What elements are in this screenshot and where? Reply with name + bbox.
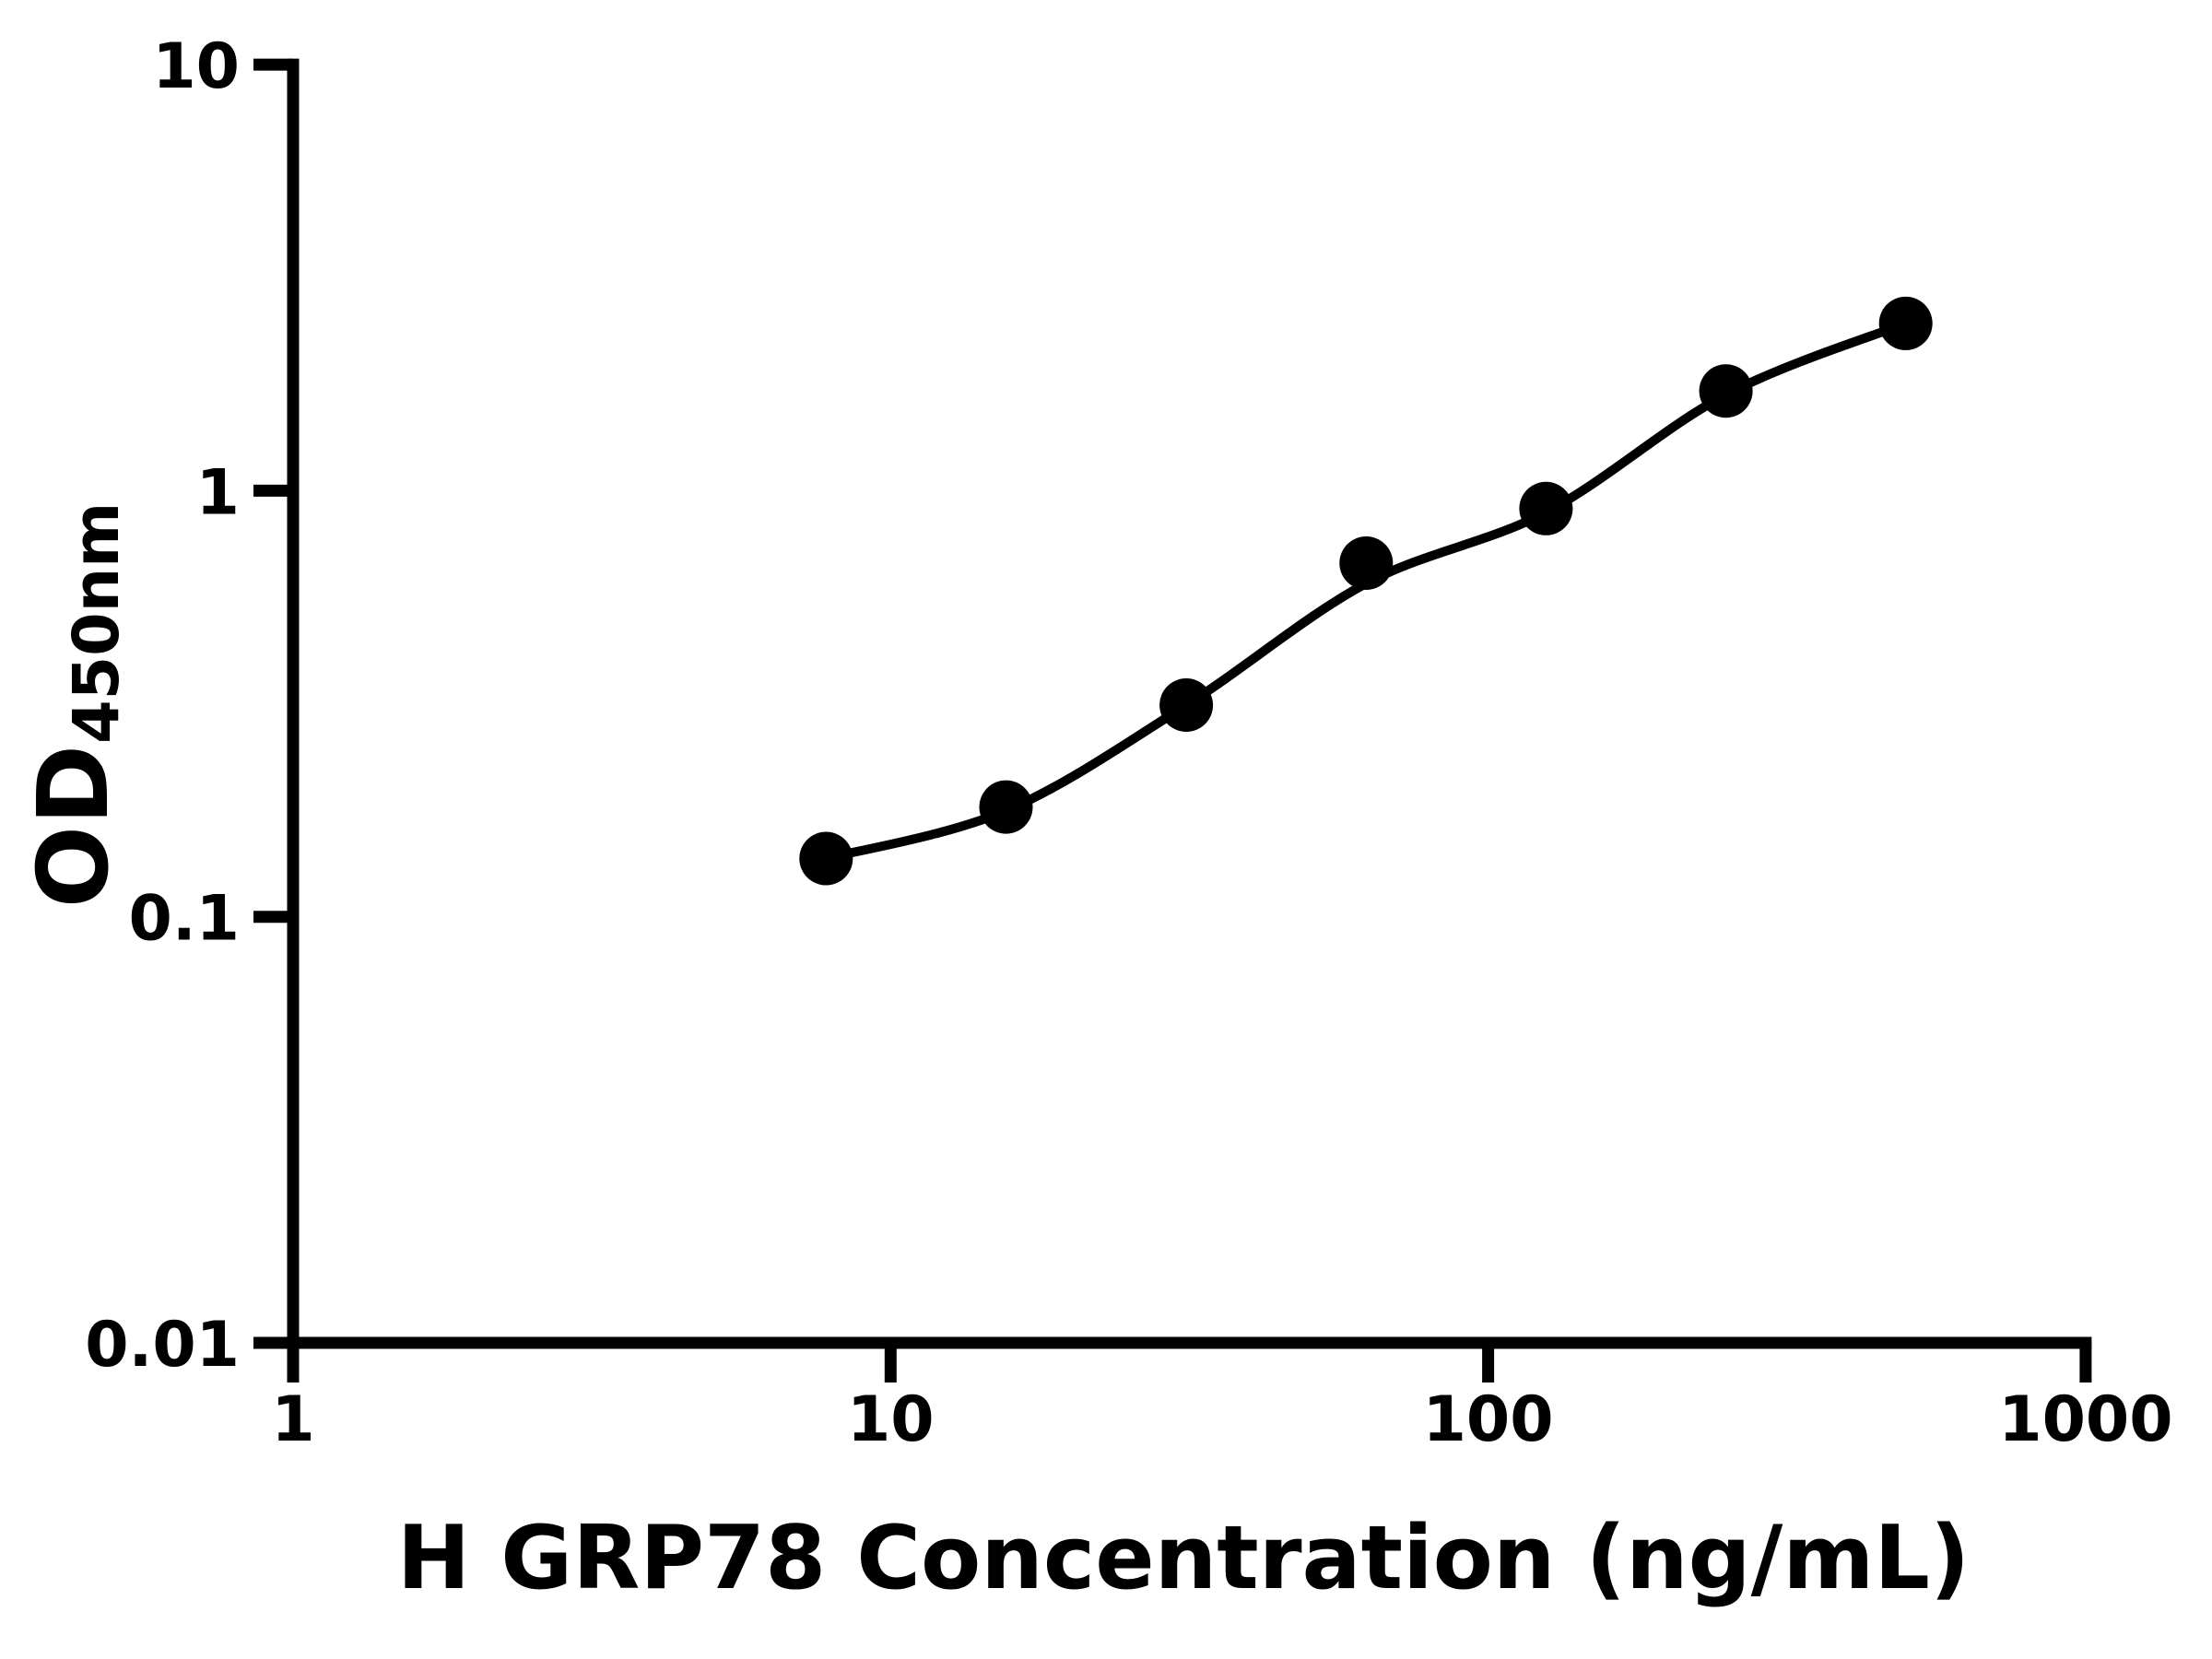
x-tick-label: 10: [847, 1383, 935, 1456]
x-axis-title: H GRP78 Concentration (ng/mL): [396, 1508, 1971, 1609]
y-tick-label: 10: [152, 30, 240, 103]
data-point: [979, 780, 1033, 834]
data-point: [1519, 481, 1573, 535]
data-point: [1159, 678, 1214, 732]
x-tick-label: 100: [1423, 1383, 1554, 1456]
x-tick-label: 1000: [1998, 1383, 2172, 1456]
y-axis-title-subscript: 450nm: [61, 501, 135, 744]
data-point: [1878, 296, 1933, 350]
data-point: [799, 831, 853, 886]
data-point: [1699, 364, 1753, 418]
x-tick-label: 1: [271, 1383, 314, 1456]
y-tick-label: 1: [196, 456, 240, 529]
data-point: [1339, 536, 1394, 590]
y-tick-label: 0.1: [129, 883, 240, 956]
y-tick-label: 0.01: [85, 1309, 240, 1382]
y-axis-title: OD450nm: [18, 502, 134, 909]
y-axis-title-main: OD: [17, 743, 130, 909]
